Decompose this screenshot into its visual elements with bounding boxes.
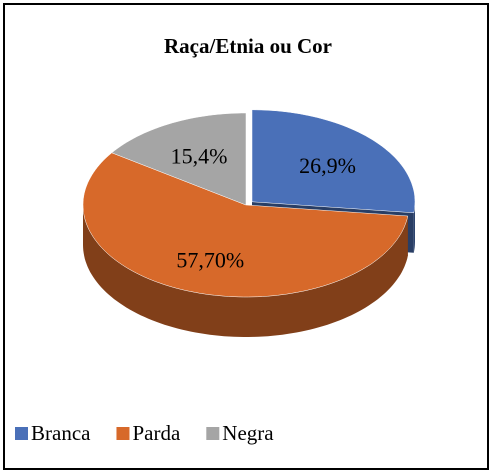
slice [82, 152, 409, 298]
slice-side [83, 205, 408, 337]
slice-side [413, 201, 415, 253]
legend-label: Parda [132, 421, 180, 445]
legend-swatch [116, 427, 130, 440]
data-label: 57,70% [176, 247, 244, 272]
chart-title: Raça/Etnia ou Cor [164, 34, 332, 58]
slice [251, 109, 416, 214]
data-label: 26,9% [299, 153, 356, 178]
legend-label: Branca [31, 421, 91, 445]
data-label: 15,4% [171, 144, 228, 169]
legend-swatch [206, 427, 220, 440]
slice [111, 112, 247, 206]
legend-swatch [15, 427, 28, 440]
legend-label: Negra [222, 421, 274, 445]
